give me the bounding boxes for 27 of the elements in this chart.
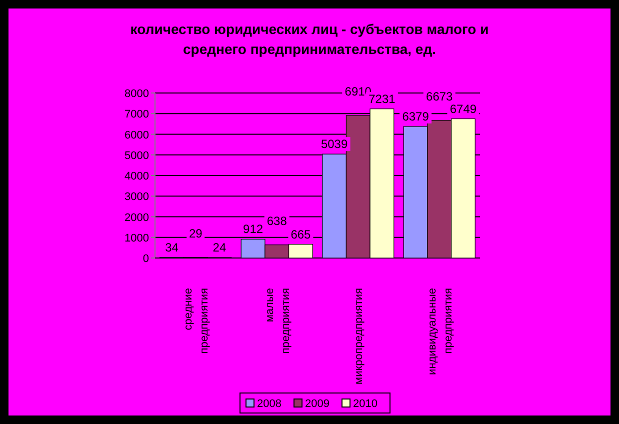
y-tick-label: 5000 [124,150,149,162]
chart-title: количество юридических лиц - субъектов малого и среднего предпринимательства, ед. [130,21,489,57]
x-tick-label: индивидуальные предприятия [426,288,454,375]
data-label: 912 [243,222,264,236]
y-tick-label: 0 [142,253,149,265]
data-label: 29 [188,226,203,240]
x-tick-label: средние предприятия [182,288,211,354]
y-tick-label: 6000 [124,129,149,142]
data-label: 5039 [320,137,348,152]
y-tick-label: 3000 [124,191,149,204]
data-label: 638 [266,214,288,228]
y-tick-label: 1000 [124,232,149,244]
legend-label: 2009 [305,398,330,410]
data-label: 6379 [402,109,430,124]
y-tick-label: 8000 [124,88,149,100]
data-label: 7231 [368,92,396,106]
x-tick-label: микропредприятия [353,288,366,384]
data-label: 6749 [450,102,477,116]
y-tick-label: 4000 [124,170,149,182]
data-label: 6673 [426,89,454,104]
data-label: 24 [212,240,226,255]
legend-label: 2010 [353,398,378,410]
data-label: 665 [290,227,312,242]
data-label: 34 [165,240,179,254]
y-tick-label: 2000 [124,212,149,224]
legend-label: 2008 [257,398,282,410]
y-tick-label: 7000 [124,108,149,121]
